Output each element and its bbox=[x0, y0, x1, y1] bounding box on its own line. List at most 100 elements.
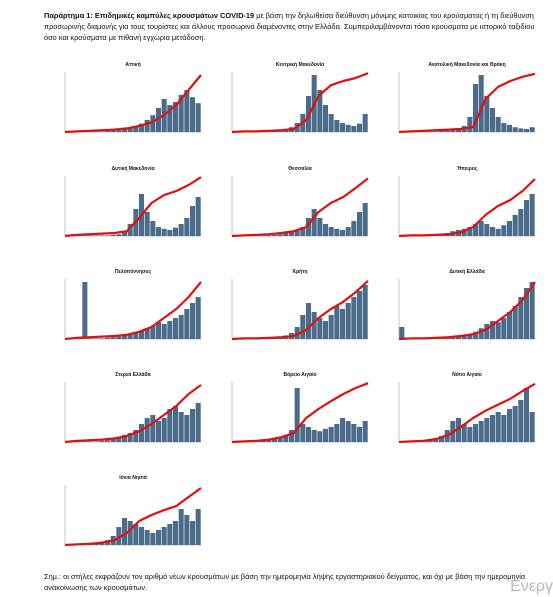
bar bbox=[116, 234, 122, 236]
bar bbox=[195, 509, 201, 545]
bar bbox=[116, 527, 122, 545]
bar bbox=[334, 306, 340, 339]
bar bbox=[472, 84, 479, 132]
bar bbox=[150, 325, 156, 339]
bar bbox=[484, 324, 490, 339]
bar bbox=[478, 221, 484, 236]
bar bbox=[167, 409, 173, 442]
bar bbox=[150, 115, 156, 132]
bar bbox=[99, 440, 105, 442]
bar bbox=[121, 128, 128, 132]
chart-title: Ιόνια Νησιά bbox=[119, 475, 148, 481]
bar bbox=[184, 309, 190, 339]
bar bbox=[478, 421, 484, 442]
bar bbox=[523, 129, 530, 132]
chart-title: Θεσσαλία bbox=[288, 166, 312, 172]
bar bbox=[351, 126, 357, 132]
cumulative-line bbox=[64, 176, 202, 238]
bar bbox=[167, 524, 173, 545]
bar bbox=[283, 233, 289, 236]
bar bbox=[161, 324, 167, 339]
bar bbox=[138, 424, 145, 442]
bar bbox=[144, 212, 150, 236]
bar bbox=[467, 227, 473, 236]
bar bbox=[155, 108, 162, 132]
bar bbox=[484, 224, 490, 236]
bar bbox=[305, 303, 312, 339]
bar bbox=[87, 441, 94, 442]
bar bbox=[472, 224, 479, 236]
bar bbox=[518, 128, 524, 132]
bar bbox=[300, 424, 306, 442]
bar bbox=[178, 412, 184, 442]
cumulative-line bbox=[398, 72, 536, 134]
bar bbox=[467, 334, 473, 339]
footnote: Σημ.: οι στήλες εκφράζουν τον αριθμό νέω… bbox=[44, 572, 526, 592]
bar bbox=[450, 129, 456, 132]
bar bbox=[138, 123, 145, 132]
bar bbox=[189, 303, 196, 339]
bar bbox=[362, 421, 368, 442]
bar bbox=[121, 434, 128, 442]
cumulative-line bbox=[398, 382, 536, 444]
bar bbox=[300, 227, 306, 236]
bar bbox=[82, 441, 88, 442]
bar bbox=[172, 102, 179, 132]
bar bbox=[438, 130, 445, 132]
bar bbox=[328, 227, 334, 236]
bar bbox=[138, 527, 145, 545]
bar bbox=[133, 430, 139, 442]
bar bbox=[288, 231, 295, 236]
bar bbox=[523, 288, 530, 339]
bar bbox=[506, 124, 513, 132]
bar bbox=[271, 439, 278, 442]
bar bbox=[317, 90, 323, 132]
header-label: Παράρτημα 1: Επιδημικές καμπύλες κρουσμά… bbox=[44, 11, 255, 20]
bar bbox=[467, 427, 473, 442]
bar bbox=[127, 334, 133, 339]
bar bbox=[455, 418, 462, 442]
bar bbox=[339, 123, 346, 132]
bar bbox=[478, 75, 484, 132]
bar bbox=[127, 224, 133, 236]
bar bbox=[512, 215, 518, 236]
bar bbox=[178, 509, 184, 545]
bar bbox=[362, 203, 368, 236]
bar bbox=[127, 433, 133, 442]
bar bbox=[87, 338, 94, 339]
bar bbox=[172, 318, 179, 339]
bar bbox=[444, 337, 450, 339]
bar bbox=[501, 318, 507, 339]
bar bbox=[484, 96, 490, 132]
cumulative-line bbox=[64, 384, 202, 444]
bar bbox=[351, 424, 357, 442]
bar bbox=[523, 388, 530, 442]
bar bbox=[305, 218, 312, 236]
bar bbox=[172, 406, 179, 442]
bar bbox=[317, 431, 323, 442]
bar bbox=[518, 209, 524, 236]
bar bbox=[351, 297, 357, 339]
chart-title: Πελοπόννησος bbox=[115, 269, 152, 275]
bar bbox=[155, 227, 162, 236]
bar bbox=[104, 337, 111, 339]
bar bbox=[356, 427, 363, 442]
bar bbox=[356, 123, 363, 132]
bar bbox=[472, 424, 479, 442]
bar bbox=[116, 336, 122, 339]
bar bbox=[322, 321, 329, 339]
bar bbox=[99, 131, 105, 132]
bar bbox=[121, 231, 128, 236]
cumulative-line bbox=[64, 74, 202, 134]
bar bbox=[356, 212, 363, 236]
bar bbox=[283, 434, 289, 442]
header-text: με βάση την δηλωθείσα διεύθυνση μόνιμης … bbox=[44, 11, 535, 42]
bar bbox=[512, 127, 518, 132]
bar bbox=[161, 418, 167, 442]
bar bbox=[266, 440, 272, 442]
bar bbox=[172, 521, 179, 545]
bar bbox=[104, 130, 111, 132]
bar bbox=[501, 123, 507, 132]
watermark: Ενεργ bbox=[510, 578, 553, 595]
